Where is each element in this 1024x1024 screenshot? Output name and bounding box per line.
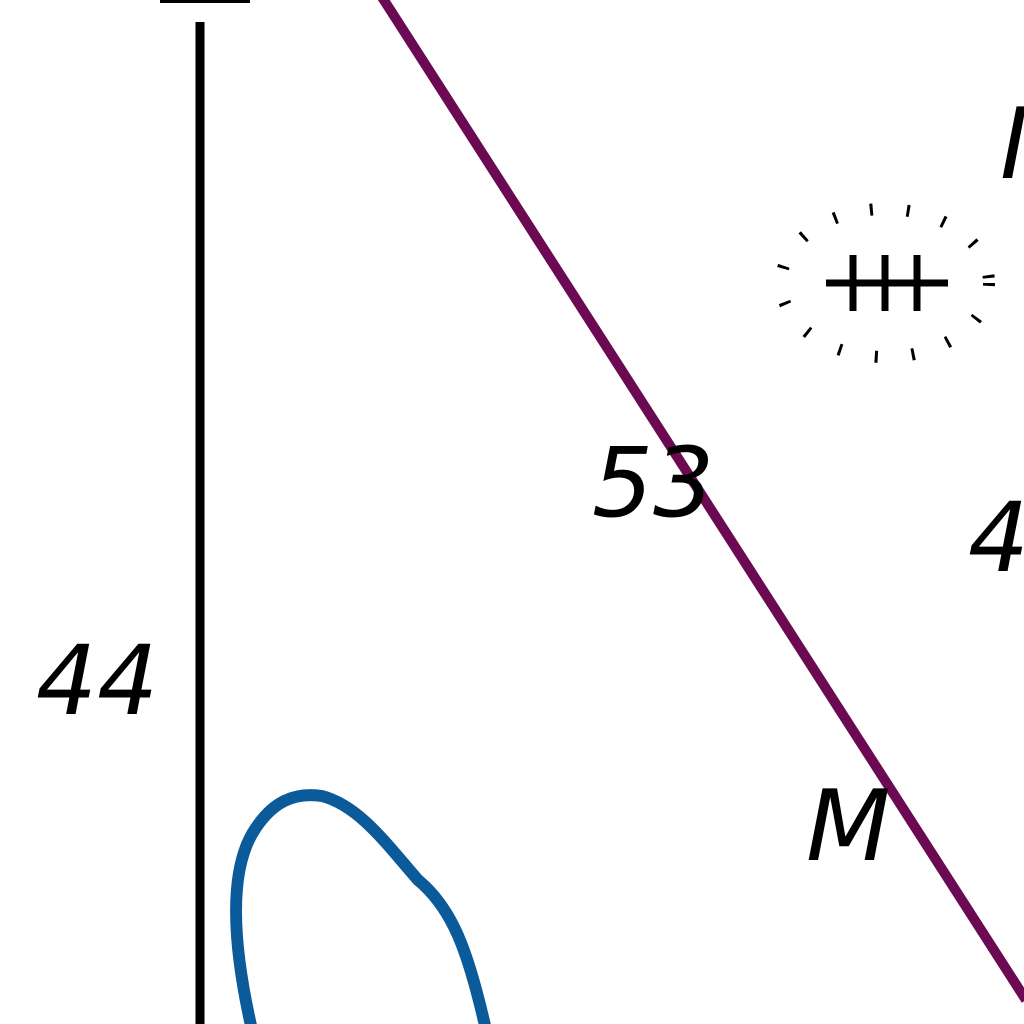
route-line (377, 0, 1024, 1003)
depth-contour (230, 789, 491, 1024)
wreck-symbol (775, 203, 995, 363)
seabed-label-mud: M (806, 770, 891, 884)
sounding-44: 44 (36, 625, 158, 737)
sounding-partial: 4 (968, 482, 1024, 594)
sounding-53: 53 (592, 427, 714, 539)
seabed-label-partial: M (1000, 88, 1024, 202)
danger-ring (775, 203, 995, 363)
